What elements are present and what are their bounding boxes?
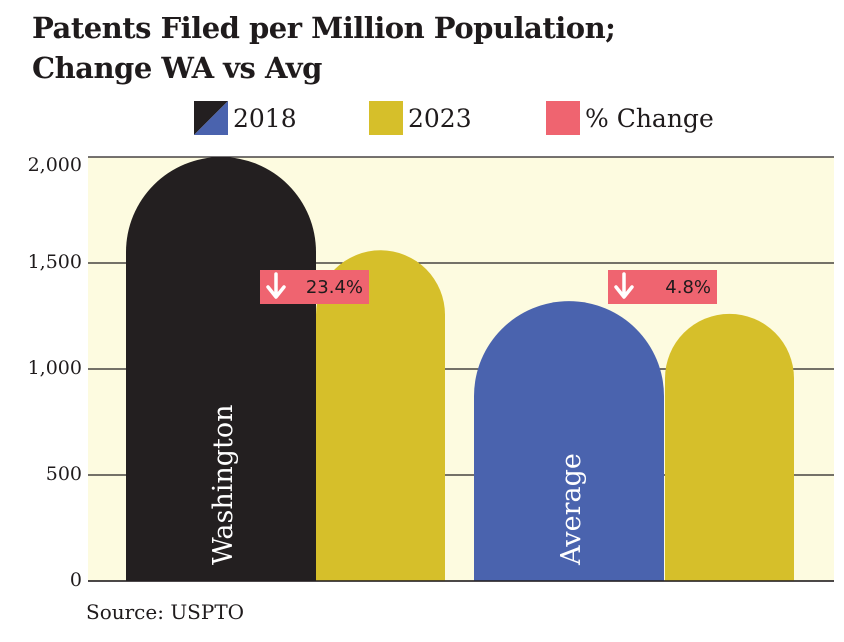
bar-average-2023: [665, 313, 794, 581]
legend-swatch-2018: [194, 101, 228, 135]
legend-swatch-2023: [369, 101, 403, 135]
change-label-average: 4.8%: [665, 277, 711, 298]
category-label-washington: Washington: [208, 404, 239, 565]
change-label-washington: 23.4%: [306, 277, 363, 298]
category-label-average: Average: [556, 453, 587, 566]
chart-title-line-2: Change WA vs Avg: [32, 51, 322, 85]
y-tick-label-1500: 1,500: [28, 251, 82, 273]
bar-chart: 0 500 1,000 1,500 2,000 Washington 23.4% Averag…: [28, 154, 834, 590]
legend-item-2018: 2018: [194, 100, 297, 136]
chart-title-line-1: Patents Filed per Million Population;: [32, 11, 616, 45]
legend-item-2023: 2023: [369, 100, 472, 136]
legend-item-percent-change: % Change: [546, 100, 714, 136]
legend-swatch-percent-change: [546, 101, 580, 135]
bar-washington-2018: [126, 157, 316, 581]
legend: 2018 2023 % Change: [0, 100, 844, 136]
legend-label-2023: 2023: [408, 103, 472, 133]
change-arrow-down-icon-average: [614, 272, 634, 299]
chart-title: Patents Filed per Million Population; Ch…: [32, 8, 616, 88]
legend-label-2018: 2018: [233, 103, 297, 133]
legend-label-percent-change: % Change: [585, 103, 714, 133]
y-tick-label-1000: 1,000: [28, 357, 82, 379]
y-tick-label-0: 0: [70, 569, 82, 590]
change-badge-washington: [260, 270, 369, 304]
y-tick-label-2000: 2,000: [28, 154, 82, 176]
change-badge-average: [608, 270, 717, 304]
bar-average-2018: [474, 301, 664, 581]
change-arrow-down-icon-washington: [266, 272, 286, 299]
bar-washington-2023: [316, 250, 445, 581]
y-tick-label-500: 500: [46, 463, 82, 485]
source-note: Source: USPTO: [86, 600, 245, 624]
